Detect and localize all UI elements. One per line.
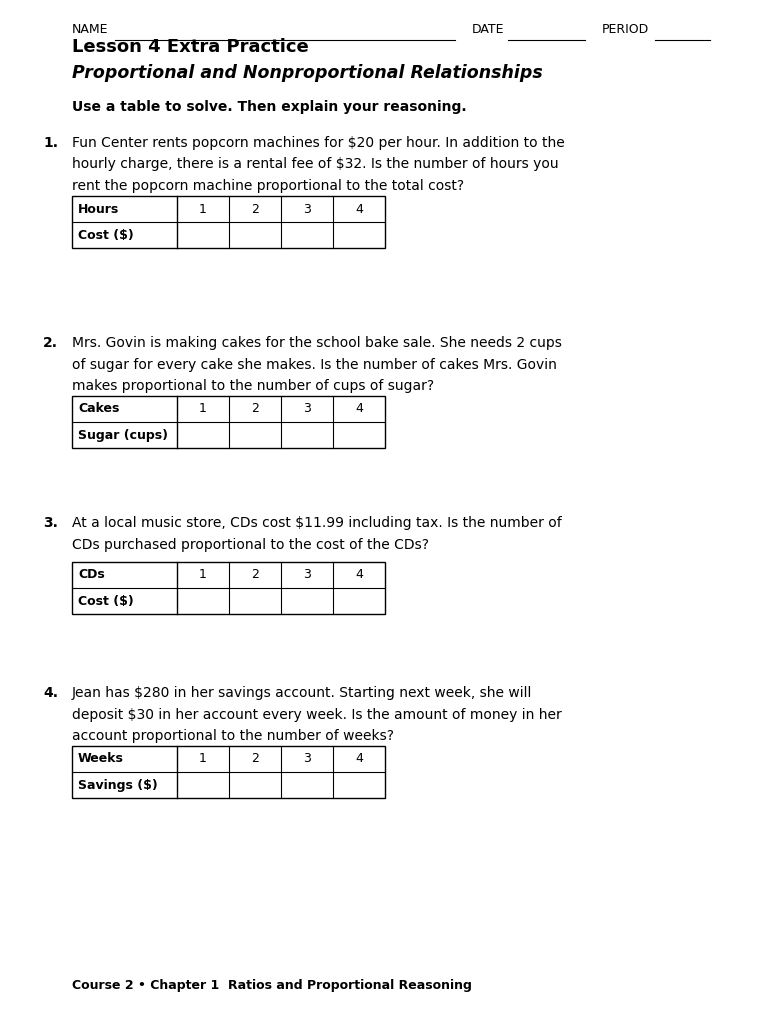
Text: 2: 2: [251, 568, 259, 582]
Text: 4.: 4.: [43, 686, 58, 700]
Text: NAME: NAME: [72, 23, 109, 36]
Text: of sugar for every cake she makes. Is the number of cakes Mrs. Govin: of sugar for every cake she makes. Is th…: [72, 357, 557, 372]
Text: 2: 2: [251, 753, 259, 766]
Text: CDs: CDs: [78, 568, 105, 582]
Text: makes proportional to the number of cups of sugar?: makes proportional to the number of cups…: [72, 379, 434, 393]
Text: DATE: DATE: [472, 23, 504, 36]
Text: Fun Center rents popcorn machines for $20 per hour. In addition to the: Fun Center rents popcorn machines for $2…: [72, 136, 564, 150]
Text: Mrs. Govin is making cakes for the school bake sale. She needs 2 cups: Mrs. Govin is making cakes for the schoo…: [72, 336, 562, 350]
Text: deposit $30 in her account every week. Is the amount of money in her: deposit $30 in her account every week. I…: [72, 708, 562, 722]
Text: 3.: 3.: [43, 516, 58, 530]
Text: rent the popcorn machine proportional to the total cost?: rent the popcorn machine proportional to…: [72, 179, 464, 193]
Text: Lesson 4 Extra Practice: Lesson 4 Extra Practice: [72, 38, 309, 56]
Text: 1: 1: [199, 203, 207, 215]
Text: 4: 4: [355, 753, 363, 766]
Text: Course 2 • Chapter 1  Ratios and Proportional Reasoning: Course 2 • Chapter 1 Ratios and Proporti…: [72, 979, 472, 992]
Text: PERIOD: PERIOD: [602, 23, 649, 36]
Bar: [72, 562, 385, 614]
Text: Use a table to solve. Then explain your reasoning.: Use a table to solve. Then explain your …: [72, 100, 467, 114]
Text: 3: 3: [303, 753, 311, 766]
Text: Weeks: Weeks: [78, 753, 124, 766]
Bar: [72, 196, 385, 248]
Text: 3: 3: [303, 568, 311, 582]
Text: Hours: Hours: [78, 203, 119, 215]
Text: Proportional and Nonproportional Relationships: Proportional and Nonproportional Relatio…: [72, 63, 543, 82]
Text: At a local music store, CDs cost $11.99 including tax. Is the number of: At a local music store, CDs cost $11.99 …: [72, 516, 562, 530]
Text: 2: 2: [251, 402, 259, 416]
Text: account proportional to the number of weeks?: account proportional to the number of we…: [72, 729, 394, 743]
Text: Sugar (cups): Sugar (cups): [78, 428, 168, 441]
Text: hourly charge, there is a rental fee of $32. Is the number of hours you: hourly charge, there is a rental fee of …: [72, 158, 558, 171]
Text: 4: 4: [355, 402, 363, 416]
Bar: [72, 746, 385, 798]
Text: 1: 1: [199, 402, 207, 416]
Text: 3: 3: [303, 203, 311, 215]
Text: 2: 2: [251, 203, 259, 215]
Text: 4: 4: [355, 568, 363, 582]
Text: 3: 3: [303, 402, 311, 416]
Text: Cakes: Cakes: [78, 402, 119, 416]
Text: 1: 1: [199, 753, 207, 766]
Text: 1: 1: [199, 568, 207, 582]
Text: Cost ($): Cost ($): [78, 595, 134, 607]
Text: 4: 4: [355, 203, 363, 215]
Text: Cost ($): Cost ($): [78, 228, 134, 242]
Text: Savings ($): Savings ($): [78, 778, 158, 792]
Text: 2.: 2.: [43, 336, 58, 350]
Bar: [72, 396, 385, 449]
Text: Jean has $280 in her savings account. Starting next week, she will: Jean has $280 in her savings account. St…: [72, 686, 532, 700]
Text: 1.: 1.: [43, 136, 58, 150]
Text: CDs purchased proportional to the cost of the CDs?: CDs purchased proportional to the cost o…: [72, 538, 429, 552]
